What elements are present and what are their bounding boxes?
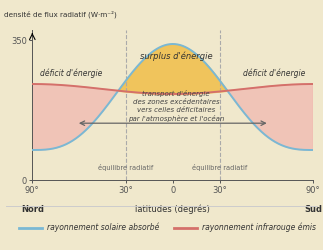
Text: transport d'énergie
des zones excédentaires
vers celles déficitaires
par l'atmos: transport d'énergie des zones excédentai… bbox=[128, 90, 224, 122]
Text: Sud: Sud bbox=[304, 205, 322, 214]
Text: rayonnement infrarouge émis: rayonnement infrarouge émis bbox=[202, 223, 316, 232]
Text: densité de flux radiatif (W·m⁻²): densité de flux radiatif (W·m⁻²) bbox=[4, 10, 117, 18]
Text: équilibre radiatif: équilibre radiatif bbox=[98, 164, 154, 171]
Text: déficit d'énergie: déficit d'énergie bbox=[40, 68, 102, 78]
Text: surplus d'énergie: surplus d'énergie bbox=[140, 51, 212, 61]
Text: équilibre radiatif: équilibre radiatif bbox=[192, 164, 247, 171]
Text: rayonnement solaire absorbé: rayonnement solaire absorbé bbox=[47, 223, 159, 232]
Text: déficit d'énergie: déficit d'énergie bbox=[243, 68, 306, 78]
Text: Nord: Nord bbox=[21, 205, 44, 214]
Text: latitudes (degrés): latitudes (degrés) bbox=[135, 205, 210, 214]
